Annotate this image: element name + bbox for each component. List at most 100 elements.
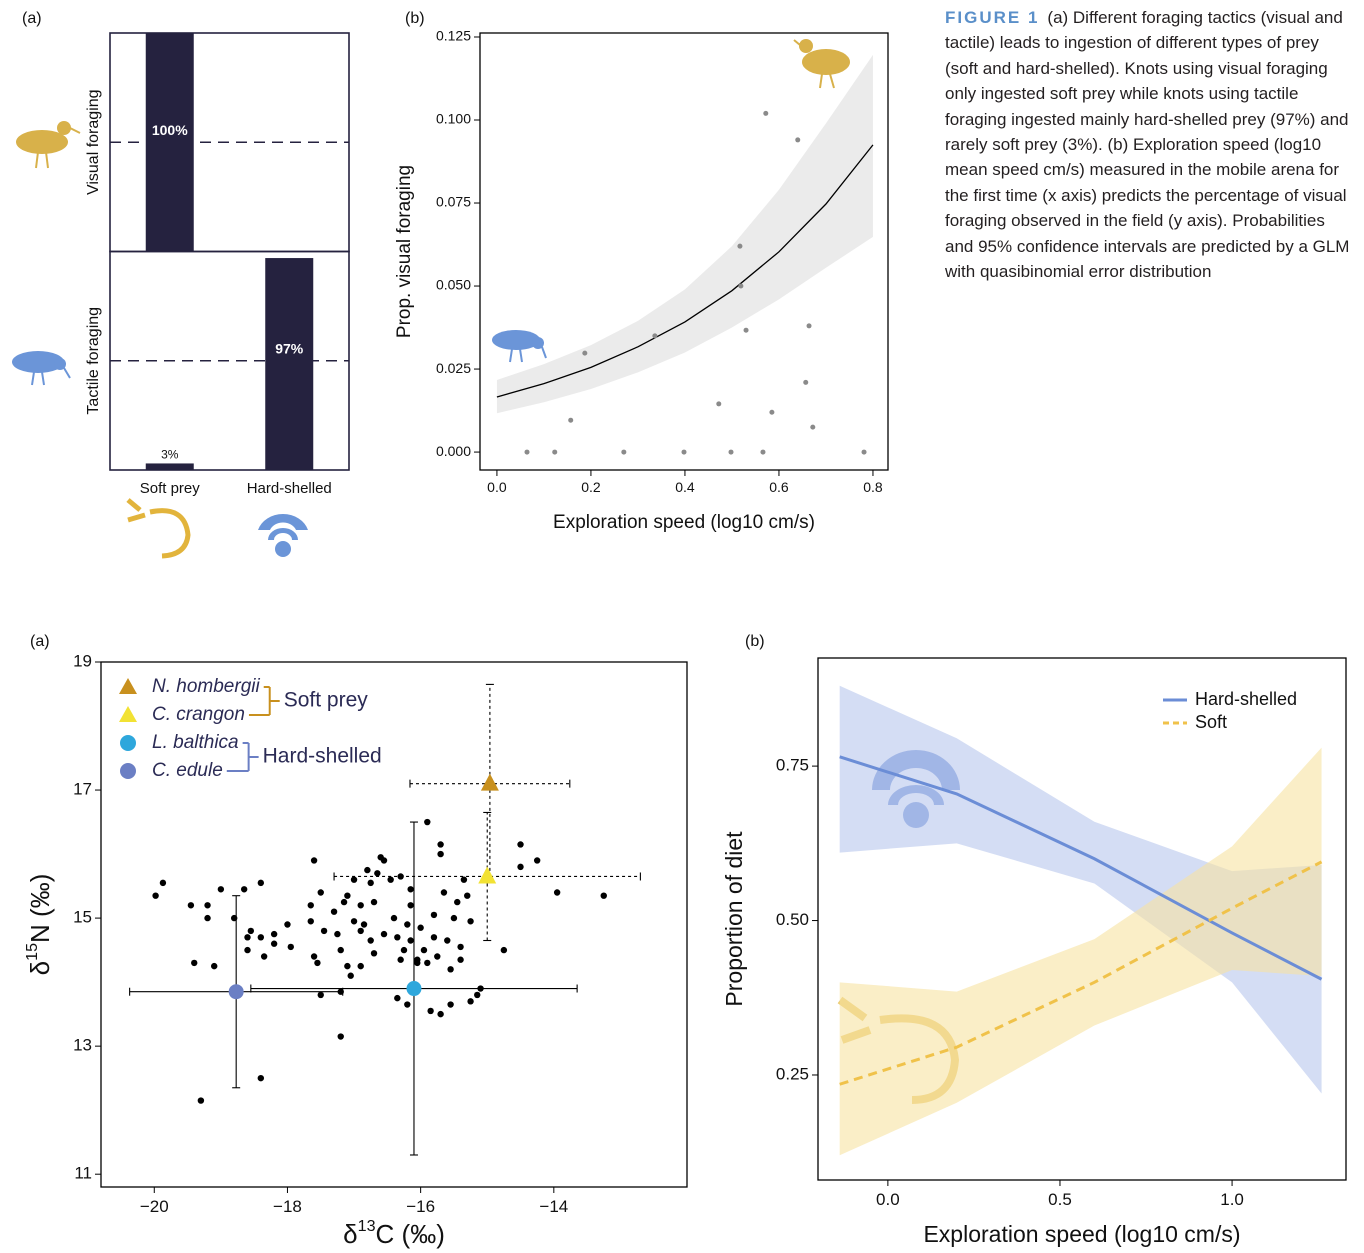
data-point [350,876,358,883]
data-point [464,892,471,899]
data-point [187,902,195,909]
line [839,860,1323,1086]
data-point [681,449,687,455]
data-point [414,959,421,967]
legend-label: Soft [1195,712,1227,732]
x-axis-label: Exploration speed (log10 cm/s) [553,512,815,533]
y-tick-label: 11 [74,1164,92,1183]
y-axis-label: Prop. visual foraging [394,165,415,338]
panel-label: (b) [405,10,425,27]
data-point [320,927,328,935]
data-point [370,898,378,906]
x-tick-label: −16 [406,1197,435,1216]
data-point [364,866,371,874]
data-point [334,930,341,938]
data-point [437,1010,444,1018]
legend-label: C. edule [152,760,223,781]
data-point [314,959,321,967]
data-point [517,841,524,848]
data-point [424,959,431,967]
data-point [803,379,809,385]
data-point [307,918,314,925]
data-point [257,879,265,887]
plot-frame [817,657,1347,1181]
data-point [420,946,428,954]
legend-label: L. balthica [152,732,239,753]
data-point [437,850,444,858]
x-tick-label: −18 [273,1197,302,1216]
data-point [340,898,348,906]
legend-marker [120,763,136,779]
data-point [447,1001,454,1008]
data-point [806,323,812,329]
data-point [211,962,218,970]
y-axis-label: δ15N (‰) [23,874,55,976]
y-axis-label: Proportion of diet [721,831,747,1007]
data-point [457,956,464,963]
y-tick-label: 0.25 [776,1064,809,1083]
panel-label: (a) [22,10,42,27]
y-tick-label: 0.50 [776,910,809,929]
data-point [552,449,558,455]
x-tick-label: 0.5 [1048,1190,1072,1209]
data-point [347,972,354,979]
data-point [738,283,744,289]
facet-frame [109,250,350,471]
blue-bird-icon [492,330,547,363]
shell-icon [258,514,308,557]
data-point [454,898,461,906]
data-point [197,1097,205,1104]
x-tick-label: 0.0 [876,1190,900,1209]
line [839,755,1323,981]
x-tick-label: −20 [140,1197,169,1216]
data-point [380,857,388,864]
legend-group-label: Hard-shelled [263,745,382,768]
data-point [400,946,408,954]
data-point [397,956,404,963]
gold-bird-icon [16,121,81,169]
data-point [440,889,448,896]
legend-marker [119,678,137,694]
data-point [191,959,198,967]
data-point [310,857,318,864]
legend-marker [120,735,136,751]
data-point [533,857,541,864]
data-point [407,886,414,893]
data-point [257,934,265,941]
fit-line [496,144,874,398]
panel-label: (b) [745,633,765,650]
y-tick-label: 15 [73,908,92,927]
species-marker [478,866,497,884]
data-point [357,902,364,909]
legend-group-label: Soft prey [284,689,369,712]
bar [145,463,194,470]
data-point [437,841,444,848]
bar-value-label: 97% [275,341,304,357]
data-point [337,946,344,954]
data-point [427,1007,434,1015]
data-point [763,110,769,116]
data-point [457,943,464,951]
data-point [350,918,358,925]
data-point [387,876,394,883]
data-point [407,937,414,944]
data-point [810,424,816,430]
data-point [344,962,351,970]
facet-label: Tactile foraging [85,307,102,415]
data-point [244,946,251,954]
x-axis-label-part: δ [343,1219,357,1249]
data-point [716,401,722,407]
y-tick-label: 0.75 [776,756,809,775]
data-point [287,943,294,951]
data-point [367,879,374,887]
x-tick-label: 0.8 [863,479,883,495]
data-point [568,417,574,423]
data-point [728,449,734,455]
plot-frame [479,32,889,471]
data-point [240,886,248,893]
data-point [317,991,324,999]
data-point [152,892,159,899]
y-tick-label: 0.075 [436,194,471,210]
data-point [424,818,431,826]
